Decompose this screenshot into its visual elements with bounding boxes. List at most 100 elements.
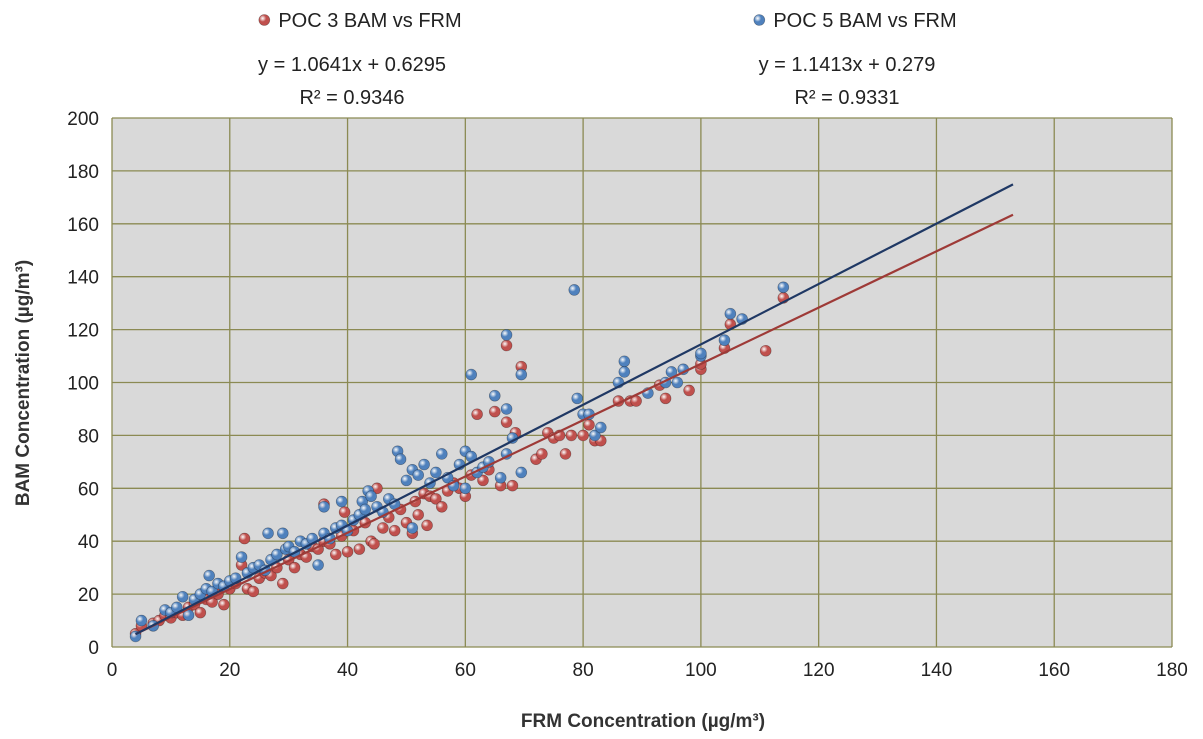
legend-label: POC 3 BAM vs FRM	[278, 10, 461, 32]
y-tick-label: 60	[78, 479, 99, 500]
data-point-series-2	[589, 429, 601, 442]
data-point-series-1	[288, 561, 301, 574]
data-point-series-1	[471, 408, 483, 421]
data-point-series-2	[365, 490, 377, 503]
data-point-series-1	[388, 524, 401, 537]
data-point-series-1	[435, 501, 448, 513]
data-point-series-1	[329, 548, 342, 561]
data-point-series-2	[400, 474, 413, 487]
data-point-series-1	[353, 543, 366, 555]
legend-entry-series-1: POC 3 BAM vs FRM y = 1.0641x + 0.6295 R² =…	[258, 10, 462, 109]
data-point-series-1	[500, 339, 513, 352]
data-point-series-2	[515, 368, 528, 381]
data-point-series-1	[276, 577, 289, 590]
data-point-series-2	[318, 501, 330, 513]
data-point-series-2	[406, 522, 419, 534]
data-point-series-2	[724, 307, 737, 320]
data-point-series-1	[412, 508, 425, 521]
r-squared-label: R² = 0.9346	[299, 87, 404, 109]
data-point-series-1	[247, 585, 260, 598]
x-axis-title: FRM Concentration (µg/m³)	[521, 711, 765, 732]
x-tick-label: 100	[685, 660, 717, 681]
data-point-series-2	[695, 347, 707, 360]
data-point-series-2	[203, 569, 215, 582]
data-point-series-2	[568, 284, 581, 296]
data-point-series-1	[430, 493, 442, 505]
x-tick-label: 20	[219, 660, 240, 681]
legend-entry-series-2: POC 5 BAM vs FRM y = 1.1413x + 0.279 R² = …	[753, 10, 957, 109]
data-point-series-1	[341, 545, 354, 558]
y-tick-label: 80	[78, 426, 99, 447]
trendline-series-1	[135, 213, 1014, 636]
r-squared-label: R² = 0.9331	[794, 87, 899, 109]
data-point-series-2	[594, 421, 607, 434]
data-point-series-2	[500, 329, 513, 341]
data-point-series-1	[536, 448, 548, 460]
data-point-series-2	[276, 527, 289, 540]
x-tick-label: 140	[921, 660, 953, 681]
x-tick-label: 60	[455, 660, 476, 681]
data-point-series-2	[618, 355, 631, 368]
data-point-series-1	[583, 419, 595, 431]
data-point-series-2	[312, 559, 324, 571]
legend-marker	[258, 14, 271, 26]
x-tick-label: 80	[573, 660, 594, 681]
data-point-series-2	[335, 495, 348, 508]
y-tick-label: 140	[67, 268, 99, 289]
y-tick-label: 40	[78, 532, 99, 553]
legend-marker	[753, 14, 766, 26]
x-tick-label: 40	[337, 660, 358, 681]
data-point-series-2	[777, 281, 790, 294]
data-point-series-1	[577, 429, 589, 442]
legend: POC 3 BAM vs FRM y = 1.0641x + 0.6295 R² =…	[258, 10, 957, 109]
y-tick-label: 20	[78, 585, 99, 606]
data-point-series-2	[465, 368, 478, 381]
data-point-series-1	[659, 392, 672, 405]
data-point-series-1	[368, 538, 380, 550]
data-point-series-1	[683, 384, 695, 397]
data-point-series-1	[488, 405, 501, 418]
trendline-equation: y = 1.1413x + 0.279	[759, 54, 936, 76]
legend-label: POC 5 BAM vs FRM	[773, 10, 956, 32]
x-tick-label: 160	[1038, 660, 1070, 681]
data-point-series-2	[271, 548, 283, 561]
data-point-series-2	[494, 471, 507, 484]
axis-tick-labels: 0 20 40 60 80 100 120 140 160 180 0 20 40 60 80 100 120 1…	[67, 109, 1188, 681]
data-point-series-2	[176, 590, 189, 603]
data-point-series-2	[459, 482, 472, 495]
data-point-series-2	[135, 614, 148, 627]
data-point-series-2	[618, 366, 631, 378]
trendline-series-2	[135, 183, 1014, 636]
data-point-series-1	[421, 519, 433, 532]
data-point-series-1	[565, 429, 578, 442]
y-tick-label: 180	[67, 162, 99, 183]
data-point-series-1	[238, 532, 251, 545]
data-point-series-2	[571, 392, 584, 405]
data-point-series-2	[418, 458, 430, 471]
data-point-series-2	[235, 551, 248, 563]
data-point-series-1	[759, 344, 772, 357]
data-point-series-2	[488, 389, 501, 402]
y-tick-label: 100	[67, 374, 99, 395]
data-point-series-2	[262, 527, 274, 540]
data-point-series-2	[430, 466, 442, 479]
y-tick-label: 120	[67, 321, 99, 342]
data-point-series-2	[515, 466, 528, 479]
data-point-series-2	[359, 503, 372, 516]
y-tick-label: 0	[88, 638, 99, 659]
y-tick-label: 200	[67, 109, 99, 130]
data-point-series-1	[194, 606, 207, 619]
data-point-series-2	[435, 448, 448, 460]
data-point-series-1	[477, 474, 489, 487]
data-point-series-2	[500, 403, 513, 415]
x-tick-label: 120	[803, 660, 835, 681]
data-point-series-1	[218, 598, 230, 611]
data-point-series-1	[559, 448, 572, 460]
trendlines	[135, 183, 1014, 636]
data-point-series-1	[338, 506, 351, 518]
x-tick-label: 0	[107, 660, 118, 681]
data-point-series-1	[506, 479, 519, 492]
x-tick-label: 180	[1156, 660, 1188, 681]
trendline-equation: y = 1.0641x + 0.6295	[258, 54, 446, 76]
